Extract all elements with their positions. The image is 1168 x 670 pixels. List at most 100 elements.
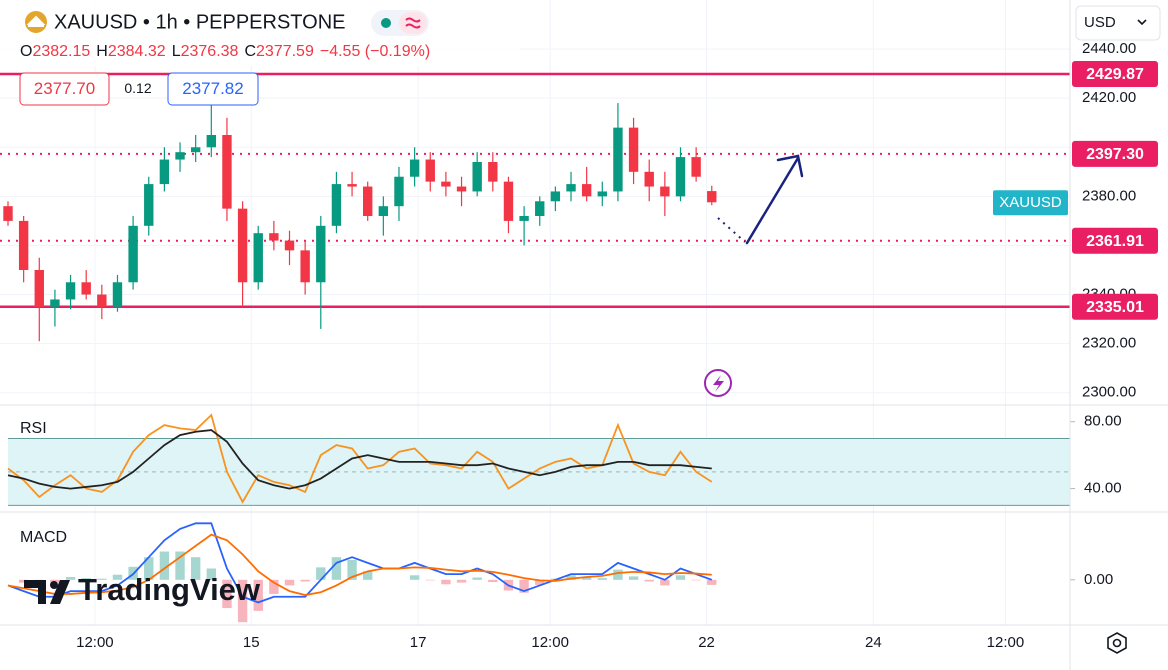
symbol-badge-label: XAUUSD (999, 194, 1062, 211)
histogram-bar (566, 575, 576, 580)
delay-badge (399, 12, 427, 34)
symbol-icon-glyph (26, 15, 46, 27)
histogram-bar (425, 579, 435, 581)
histogram-bar (97, 578, 107, 580)
candle-body (316, 225, 326, 283)
histogram-bar (363, 571, 373, 580)
candle-body (284, 240, 295, 251)
candle-body (456, 186, 467, 192)
delay-icon (405, 17, 421, 29)
buy-button[interactable] (167, 72, 259, 106)
y-tick-label: 2300.00 (1082, 384, 1136, 401)
candle-body (331, 184, 342, 226)
settings-button[interactable] (1107, 632, 1127, 654)
histogram-bar (597, 578, 607, 580)
candle-body (269, 233, 279, 241)
candle-body (347, 184, 357, 187)
ohlc-value: 2377.59 (256, 43, 314, 60)
y-tick-label: 0.00 (1084, 571, 1113, 588)
logo-text: TradingView (78, 572, 261, 607)
x-tick-label: 12:00 (531, 634, 569, 651)
candle-body (691, 157, 701, 177)
y-tick-label: 2320.00 (1082, 335, 1136, 352)
x-tick-label: 17 (410, 634, 427, 651)
currency-label: USD (1084, 14, 1116, 31)
level-badge (1072, 140, 1158, 167)
candle-body (253, 233, 263, 283)
candle-body (644, 171, 654, 187)
candle-body (597, 191, 607, 197)
bid-price: 2377.70 (34, 79, 95, 98)
candle-body (144, 184, 154, 226)
level-label: 2429.87 (1086, 66, 1144, 83)
histogram-bar (535, 579, 545, 585)
symbol-title: XAUUSD • 1h • PEPPERSTONE (54, 11, 346, 33)
ohlc-value: 2384.32 (108, 43, 166, 60)
sell-button[interactable] (19, 72, 110, 106)
candle-body (550, 191, 561, 202)
histogram-bar (331, 557, 342, 580)
candle-body (409, 159, 420, 177)
candle-body (237, 208, 248, 283)
y-tick-label: 40.00 (1084, 480, 1122, 497)
candle-body (675, 157, 686, 197)
histogram-bar (613, 569, 623, 580)
level-label: 2397.30 (1086, 146, 1144, 163)
currency-dropdown[interactable] (1075, 5, 1161, 41)
candle-body (660, 186, 670, 197)
candle-body (425, 159, 435, 182)
candle-body (65, 282, 76, 300)
histogram-bar (284, 579, 295, 586)
x-tick-label: 15 (243, 634, 260, 651)
candle-body (159, 159, 170, 185)
candle-body (300, 250, 310, 283)
candle-body (112, 282, 123, 307)
candle-body (628, 127, 639, 172)
candle-body (566, 184, 576, 192)
y-tick-label: 2380.00 (1082, 187, 1136, 204)
ohlc-legend: O2382.15 H2384.32 L2376.38 C2377.59 −4.55 (−… (20, 43, 430, 60)
candle-body (206, 135, 217, 148)
dropdown-chevron (1137, 19, 1147, 26)
y-tick-label: 2440.00 (1082, 40, 1136, 57)
candle-body (190, 147, 201, 153)
histogram-bar (159, 551, 170, 580)
histogram-bar (581, 576, 592, 580)
x-tick-label: 12:00 (987, 634, 1025, 651)
histogram-bar (65, 576, 76, 580)
market-open-dot (381, 18, 391, 28)
histogram-bar (456, 579, 467, 583)
level-label: 2335.01 (1086, 299, 1144, 316)
histogram-bar (18, 579, 29, 583)
histogram-bar (675, 575, 686, 580)
candle-body (128, 225, 138, 283)
level-badge (1072, 60, 1158, 87)
level-badge (1072, 227, 1158, 254)
ohlc-value: 2382.15 (32, 43, 90, 60)
level-label: 2361.91 (1086, 233, 1144, 250)
histogram-bar (190, 557, 201, 580)
logo: TradingView (24, 572, 261, 607)
header-backdrop (0, 0, 520, 66)
histogram-bar (175, 551, 185, 580)
candle-body (175, 152, 185, 160)
histogram-bar (472, 577, 482, 580)
histogram-bar (409, 575, 420, 580)
ohlc-key: O (20, 43, 32, 60)
symbol-badge (993, 190, 1068, 216)
candle-body (613, 127, 623, 192)
candle-body (50, 299, 60, 307)
histogram-bar (488, 579, 498, 583)
histogram-bar (144, 557, 154, 580)
candle-body (441, 181, 451, 187)
candle-body (503, 181, 514, 221)
candle-body (488, 162, 498, 182)
alert-icon[interactable] (704, 369, 732, 397)
y-tick-label: 2420.00 (1082, 89, 1136, 106)
histogram-bar (691, 579, 701, 581)
candle-body (707, 191, 717, 203)
histogram-bar (519, 579, 529, 593)
indicator-line (7, 522, 713, 604)
